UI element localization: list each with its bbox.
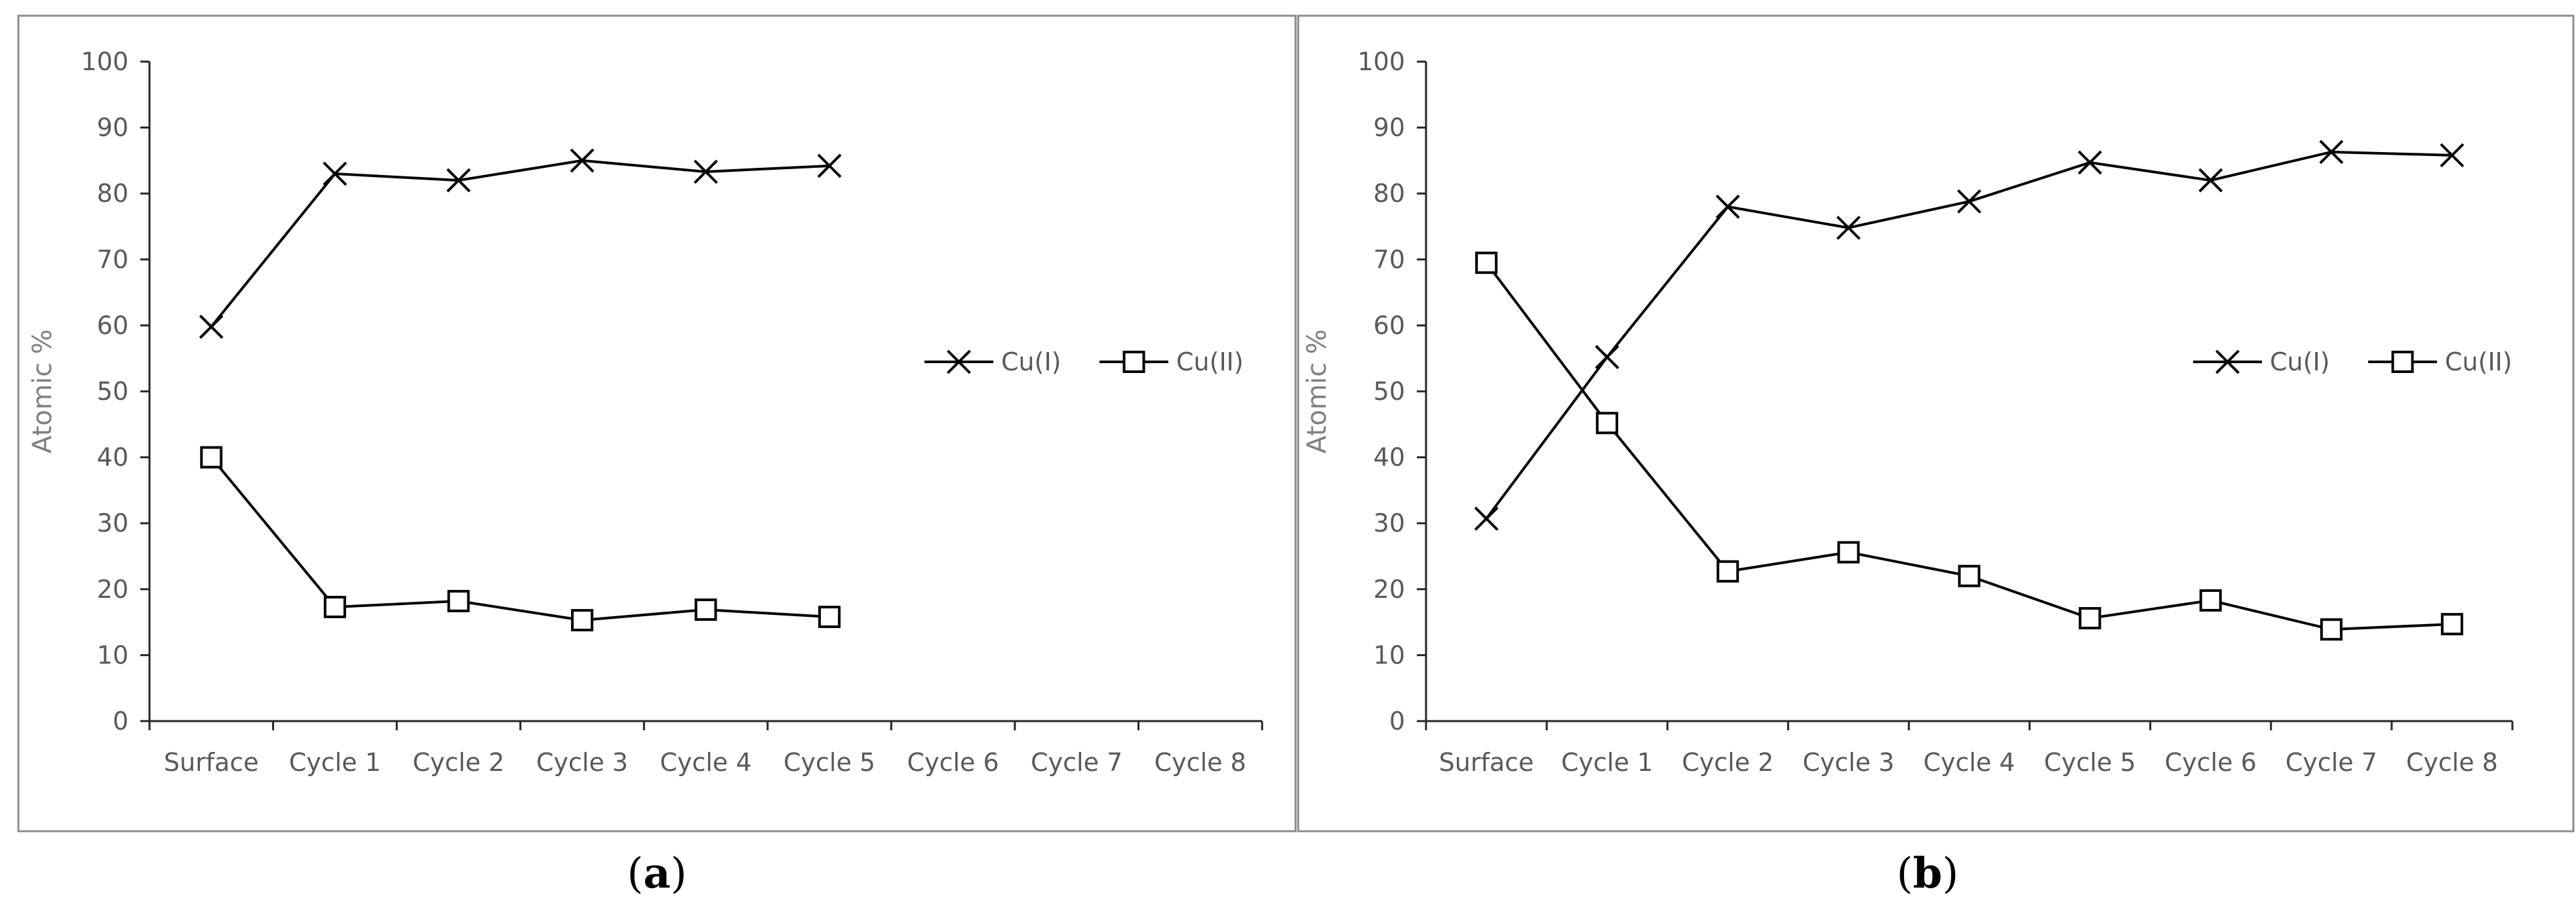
panel-b-y-tick-label: 70 <box>1374 245 1405 274</box>
panel-b-series-cu-ii-point <box>2440 613 2463 636</box>
panel-b-y-tick-label: 40 <box>1374 443 1405 472</box>
panel-a-legend-cu-i-label: Cu(I) <box>1001 347 1061 376</box>
panel-b-x-tick-label: Cycle 1 <box>1561 748 1653 777</box>
panel-b-series-cu-i-line <box>1485 150 2452 520</box>
panel-b-x-tick-label: Cycle 6 <box>2165 748 2257 777</box>
panel-a-legend-cu-i-marker <box>947 349 971 374</box>
panel-b-series-cu-ii-point <box>2078 607 2101 630</box>
panel-a-y-tick-label: 0 <box>113 707 129 736</box>
panel-b-x-tick-label: Cycle 3 <box>1802 748 1894 777</box>
panel-a-series-cu-ii-point <box>200 446 223 469</box>
panel-b-legend-cu-ii-marker <box>2391 351 2414 373</box>
panel-b-series-cu-ii-point <box>1475 251 1498 274</box>
panel-a-x-tick-label: Surface <box>164 748 259 777</box>
panel-a-series-cu-i-point <box>323 161 347 186</box>
panel-b-y-tick-label: 80 <box>1374 179 1405 208</box>
panel-a-series-cu-i-point <box>446 168 471 193</box>
panel-b-series-cu-i-point <box>1957 189 1981 214</box>
panel-b-series-cu-ii-point <box>2320 618 2343 641</box>
panel-b-x-tick-label: Surface <box>1439 748 1534 777</box>
panel-b-y-tick-label: 90 <box>1374 113 1405 142</box>
panel-b-legend-cu-i-label: Cu(I) <box>2270 347 2329 376</box>
panel-a-y-tick-label: 20 <box>97 575 129 604</box>
panel-a-x-tick-label: Cycle 6 <box>907 748 999 777</box>
panel-a-series-cu-i-point <box>570 148 595 173</box>
panel-b-y-tick-label: 100 <box>1357 47 1405 76</box>
panel-a-x-tick-label: Cycle 4 <box>660 748 751 777</box>
panel-a-legend-cu-ii-label: Cu(II) <box>1176 347 1244 376</box>
panel-a-x-tick-label: Cycle 3 <box>536 748 628 777</box>
panel-b-series-cu-ii-point <box>2199 589 2222 612</box>
panel-b-frame <box>1297 14 2575 833</box>
panel-a-x-tick-label: Cycle 5 <box>783 748 875 777</box>
panel-b-y-tick-label: 0 <box>1389 707 1405 736</box>
panel-a-series-cu-ii-point <box>570 609 593 632</box>
panel-b-legend-cu-ii-label: Cu(II) <box>2445 347 2512 376</box>
panel-b-label: (b) <box>1897 849 1959 898</box>
panel-a-x-tick-label: Cycle 7 <box>1031 748 1122 777</box>
panel-b-series-cu-ii-point <box>1958 564 1981 587</box>
panel-a-x-tick-label: Cycle 2 <box>412 748 504 777</box>
panel-a-series-cu-ii-point <box>447 589 470 612</box>
panel-b-y-tick-label: 10 <box>1374 640 1405 669</box>
panel-a-plot: 0 10 20 30 40 50 60 70 80 90 100 Surface Cycle 1 Cycl… <box>28 47 1263 777</box>
panel-a-frame <box>17 14 1297 833</box>
panel-a-legend-cu-ii-marker <box>1122 351 1145 373</box>
panel-a-y-tick-label: 10 <box>97 640 129 669</box>
panel-a-y-axis-title: Atomic % <box>28 329 58 454</box>
panel-b-series-cu-i-point <box>1715 194 1740 219</box>
panel-b-x-tick-label: Cycle 5 <box>2044 748 2136 777</box>
panel-a-y-tick-label: 40 <box>97 443 129 472</box>
panel-a-label-letter: a <box>643 849 670 898</box>
panel-b-plot: 0 10 20 30 40 50 60 70 80 90 100 Surface Cycle 1 Cycl… <box>1302 47 2514 777</box>
panel-b-series-cu-i-point <box>2198 168 2223 193</box>
panel-a-y-tick-label: 100 <box>81 47 129 76</box>
panel-b-series-cu-ii-point <box>1596 412 1619 435</box>
panel-b-label-letter: b <box>1913 849 1943 898</box>
panel-b-series-cu-i-point <box>1595 345 1619 370</box>
panel-b-series-cu-i-point <box>1474 506 1499 531</box>
panel-b-legend-cu-i-marker <box>2215 349 2240 374</box>
panel-a-series-cu-ii-point <box>818 606 841 629</box>
panel-b-y-tick-label: 50 <box>1374 377 1405 406</box>
panel-b-y-tick-label: 20 <box>1374 575 1405 604</box>
panel-b-y-tick-label: 30 <box>1374 509 1405 538</box>
panel-a-series-cu-i-point <box>817 153 842 178</box>
panel-a-label: (a) <box>627 849 686 898</box>
panel-a-series-cu-ii-point <box>694 598 717 621</box>
panel-a-y-tick-label: 50 <box>97 377 129 406</box>
panel-b-series-cu-i-point <box>1836 216 1861 240</box>
panel-b-x-tick-label: Cycle 7 <box>2286 748 2377 777</box>
panel-b-x-tick-label: Cycle 2 <box>1682 748 1773 777</box>
panel-a-series-cu-i-point <box>199 314 224 339</box>
panel-a-x-tick-label: Cycle 1 <box>289 748 381 777</box>
panel-a-y-tick-label: 80 <box>97 179 129 208</box>
panel-b-x-tick-label: Cycle 8 <box>2406 748 2498 777</box>
panel-b-series-cu-ii-point <box>1837 541 1860 564</box>
panel-b-series-cu-i-point <box>2319 140 2344 165</box>
panel-a-series-cu-i-point <box>694 159 718 184</box>
panel-b-series-cu-ii-point <box>1716 560 1739 583</box>
panel-b-y-axis-title: Atomic % <box>1302 329 1332 454</box>
panel-a-y-tick-label: 30 <box>97 509 129 538</box>
panel-a-series-cu-i-line <box>210 159 830 328</box>
panel-b-series-cu-i-point <box>2078 150 2103 175</box>
panel-a-y-tick-label: 70 <box>97 245 129 274</box>
panel-b-series-cu-i-point <box>2440 143 2465 168</box>
panel-a-y-tick-label: 60 <box>97 311 129 340</box>
panel-b-x-tick-label: Cycle 4 <box>1923 748 2015 777</box>
panel-a-series-cu-ii-point <box>323 595 346 618</box>
panel-a-series-cu-ii-line <box>210 456 830 622</box>
panel-a-x-tick-label: Cycle 8 <box>1155 748 1246 777</box>
panel-a-y-tick-label: 90 <box>97 113 129 142</box>
panel-b-y-tick-label: 60 <box>1374 311 1405 340</box>
